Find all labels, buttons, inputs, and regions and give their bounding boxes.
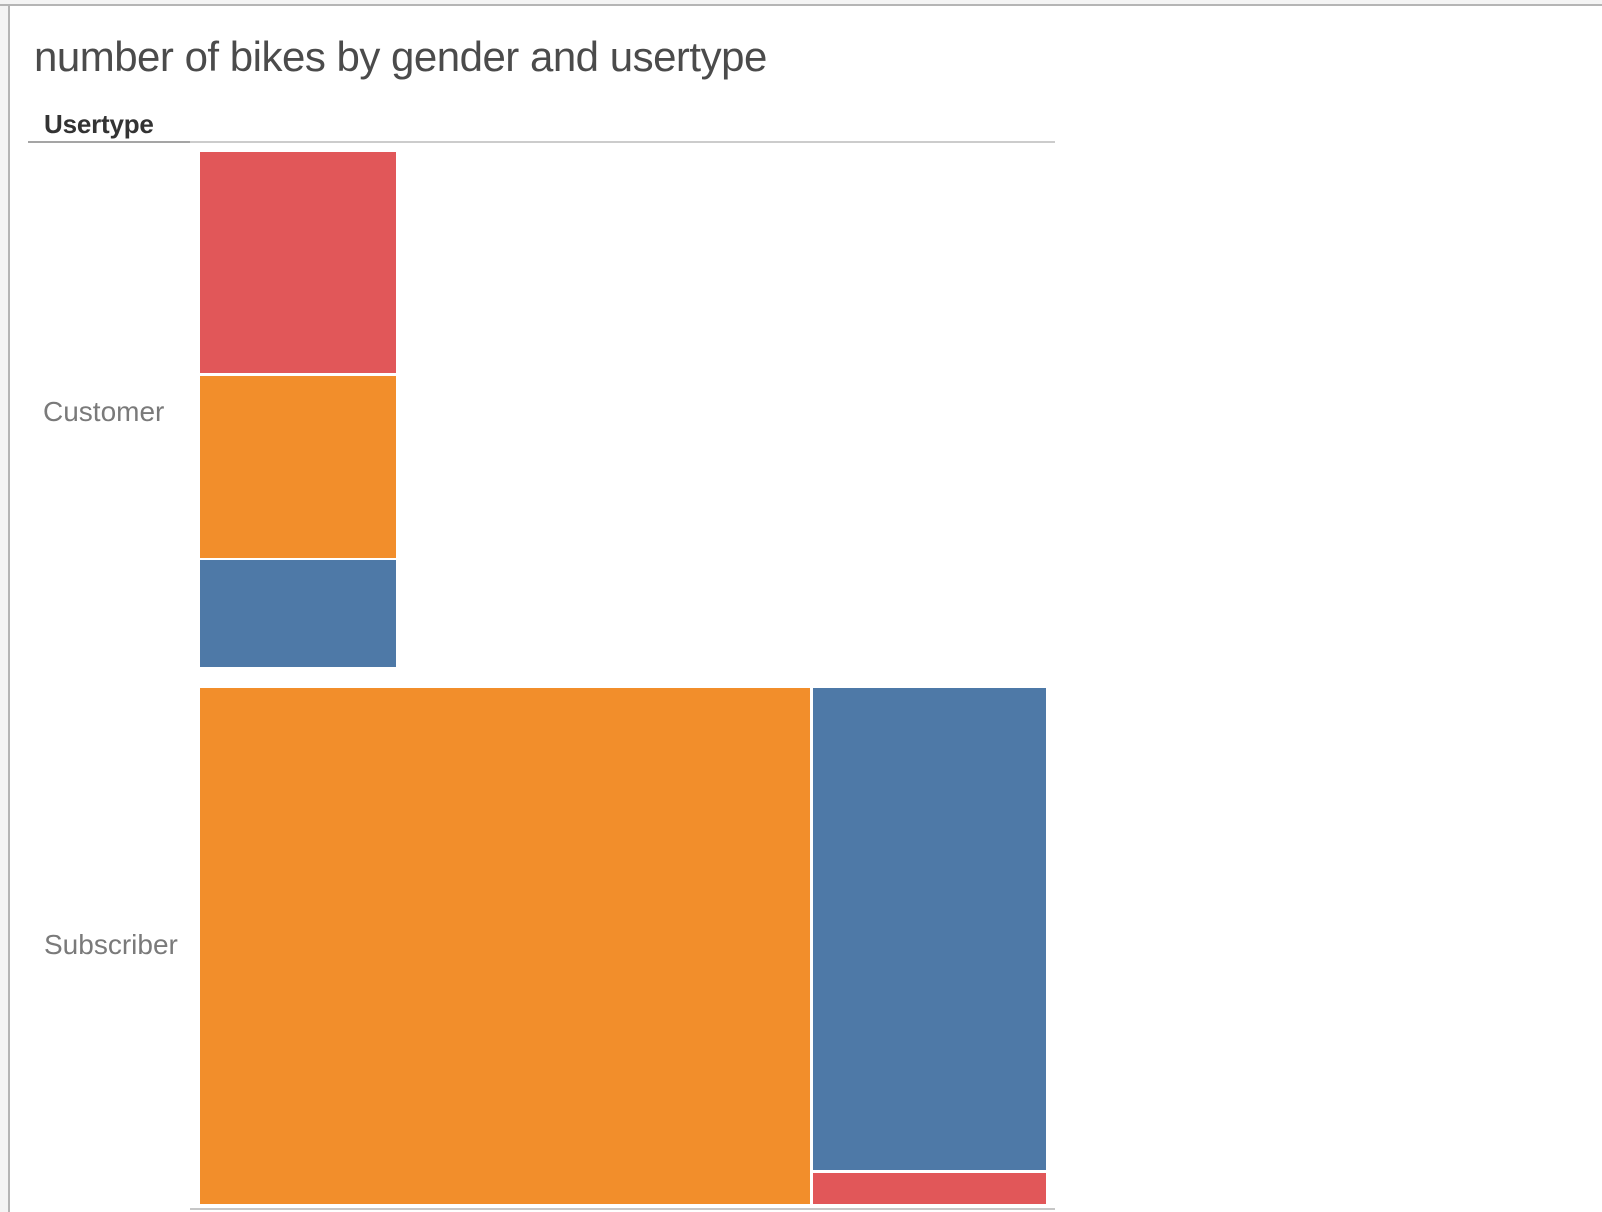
mark-customer-red[interactable] (200, 152, 396, 373)
chart-title: number of bikes by gender and usertype (34, 33, 767, 80)
usertype-field-label: Usertype (44, 109, 154, 139)
mark-customer-blue[interactable] (200, 560, 396, 667)
mark-subscriber-orange[interactable] (200, 688, 810, 1204)
mark-subscriber-blue[interactable] (813, 688, 1046, 1170)
mark-customer-orange[interactable] (200, 376, 396, 558)
window-left-border (8, 0, 10, 1212)
pane-bottom-border (190, 1208, 1055, 1210)
window-top-border (0, 4, 1602, 6)
pane-top-border (190, 141, 1055, 143)
row-header-subscriber[interactable]: Subscriber (44, 929, 178, 960)
window-left-margin (0, 0, 8, 1212)
header-underline (28, 141, 190, 143)
mark-subscriber-red[interactable] (813, 1173, 1046, 1204)
row-header-customer[interactable]: Customer (43, 396, 165, 427)
window-top-margin (0, 0, 1602, 4)
